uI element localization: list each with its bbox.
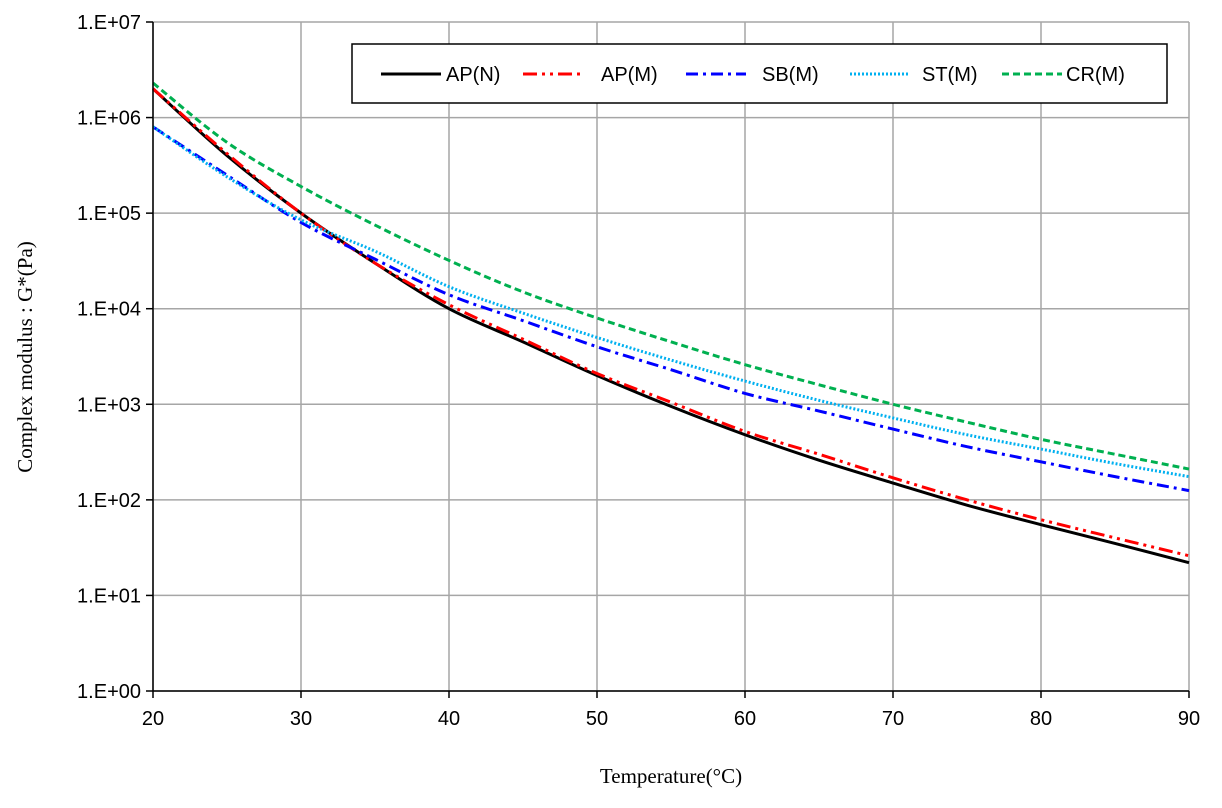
- x-tick-label: 90: [1178, 708, 1200, 730]
- legend-label-AP(N): AP(N): [446, 64, 500, 86]
- x-tick-label: 30: [290, 708, 312, 730]
- x-tick-label: 70: [882, 708, 904, 730]
- y-tick-label: 1.E+02: [77, 490, 141, 512]
- y-tick-labels: 1.E+00 1.E+01 1.E+02 1.E+03 1.E+04 1.E+05 1.E+…: [77, 12, 141, 703]
- x-tick-labels: 20 30 40 50 60 70 80 90: [142, 708, 1200, 730]
- series-line-SB(M): [152, 125, 1190, 493]
- legend-label-SB(M): SB(M): [762, 64, 819, 86]
- legend: AP(N) AP(M) SB(M) ST(M) CR(M): [351, 43, 1168, 104]
- y-tick-label: 1.E+06: [77, 108, 141, 130]
- y-tick-label: 1.E+04: [77, 299, 141, 321]
- series-lines: [151, 81, 1190, 565]
- legend-label-ST(M): ST(M): [922, 64, 978, 86]
- y-tick-label: 1.E+03: [77, 394, 141, 416]
- x-axis-title: Temperature(°C): [600, 764, 742, 788]
- legend-label-CR(M): CR(M): [1066, 64, 1125, 86]
- x-tick-label: 60: [734, 708, 756, 730]
- y-tick-label: 1.E+05: [77, 203, 141, 225]
- x-tick-label: 80: [1030, 708, 1052, 730]
- x-tick-label: 40: [438, 708, 460, 730]
- y-tick-label: 1.E+07: [77, 12, 141, 34]
- y-tick-label: 1.E+00: [77, 681, 141, 703]
- x-tick-label: 50: [586, 708, 608, 730]
- series-line-CR(M): [152, 81, 1190, 471]
- grid: [152, 21, 1190, 692]
- series-line-AP(N): [151, 87, 1190, 565]
- y-tick-label: 1.E+01: [77, 585, 141, 607]
- legend-box: [351, 43, 1168, 104]
- axes: [146, 21, 1190, 698]
- x-tick-label: 20: [142, 708, 164, 730]
- legend-label-AP(M): AP(M): [601, 64, 658, 86]
- y-axis-title: Complex modulus : G*(Pa): [13, 241, 37, 473]
- series-line-ST(M): [152, 125, 1190, 479]
- series-line-AP(M): [152, 87, 1190, 558]
